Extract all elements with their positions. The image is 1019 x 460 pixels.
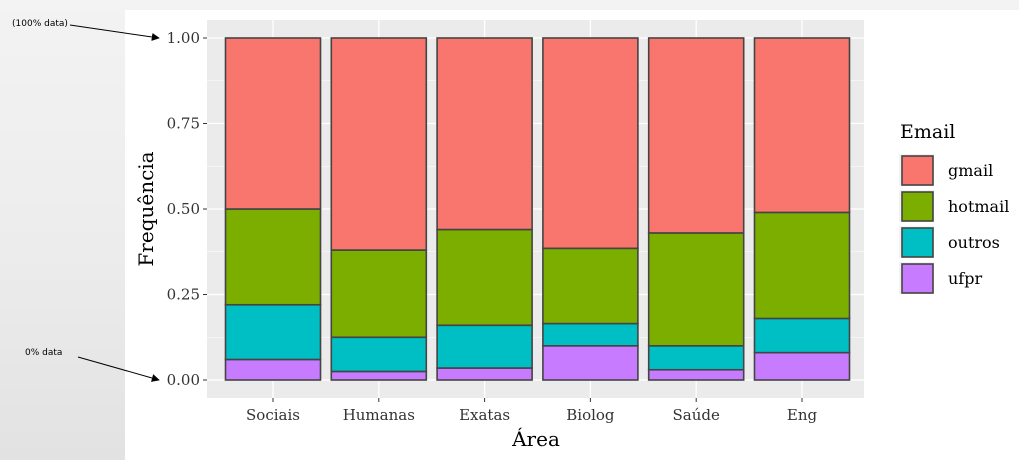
annotation-arrow [69,24,160,41]
y-axis: 0.00 0.25 0.50 0.75 1.00 [167,29,207,389]
bar-segment-gmail [753,37,851,214]
bar-segment-ufpr [753,351,851,381]
legend-item-ufpr: ufpr [899,262,982,294]
legend-title: Email [900,121,955,143]
bar-stack-saúde [647,37,745,381]
legend-swatch-outros [901,227,934,258]
bar-segment-gmail [542,37,639,250]
legend-swatch-gmail [901,155,934,186]
x-axis-title: Área [511,427,560,451]
bar-stack-exatas [436,37,533,381]
y-tick-label: 0.50 [167,200,200,218]
bar-segment-outros [330,336,428,373]
bar-segment-outros [753,317,851,354]
bar-segment-outros [436,324,533,369]
bar-segment-hotmail [647,232,745,347]
y-tick-label: 0.75 [167,115,200,133]
legend-swatch-hotmail [901,191,934,222]
legend: Email gmail hotmail outros ufpr [899,121,1009,294]
bar-stack-eng [753,37,851,381]
bar-segment-hotmail [753,211,851,320]
legend-label-outros: outros [948,233,1000,252]
bar-segment-outros [647,344,745,371]
bar-segment-outros [542,322,639,347]
bar-segment-ufpr [224,358,322,381]
x-tick-label: Biolog [566,406,615,424]
bar-stack-sociais [224,37,322,381]
y-tick-label: 0.25 [167,286,200,304]
bar-segment-hotmail [542,247,639,325]
legend-item-gmail: gmail [899,154,993,186]
x-tick-label: Exatas [459,406,510,424]
bar-segment-ufpr [647,368,745,381]
y-tick-label: 1.00 [167,29,200,47]
x-axis: Sociais Humanas Exatas Biolog Saúde Eng [246,398,818,424]
bar-segment-gmail [224,37,322,210]
annotation-arrow [77,356,160,382]
bar-segment-gmail [647,37,745,234]
x-tick-label: Humanas [343,406,415,424]
x-tick-label: Sociais [246,406,300,424]
x-tick-label: Saúde [673,406,720,424]
bar-segment-hotmail [330,249,428,339]
legend-swatch-ufpr [901,263,934,294]
annotation-label: (100% data) [12,19,68,29]
bar-segment-hotmail [224,208,322,306]
annotations: (100% data) 0% data [12,19,160,382]
bars [224,37,851,381]
bar-segment-gmail [436,37,533,231]
bar-segment-ufpr [330,370,428,381]
legend-item-outros: outros [899,226,1000,258]
legend-label-hotmail: hotmail [948,197,1009,216]
bar-stack-biolog [542,37,639,381]
bar-segment-ufpr [542,344,639,381]
bar-segment-ufpr [436,367,533,381]
x-tick-label: Eng [787,406,818,424]
legend-label-ufpr: ufpr [948,269,982,288]
y-tick-label: 0.00 [167,371,200,389]
bar-segment-outros [224,303,322,361]
annotation-label: 0% data [25,348,62,358]
bar-segment-gmail [330,37,428,251]
bar-stack-humanas [330,37,428,381]
y-axis-title: Frequência [134,151,158,266]
bar-segment-hotmail [436,228,533,327]
legend-item-hotmail: hotmail [899,190,1009,222]
legend-label-gmail: gmail [948,161,993,180]
